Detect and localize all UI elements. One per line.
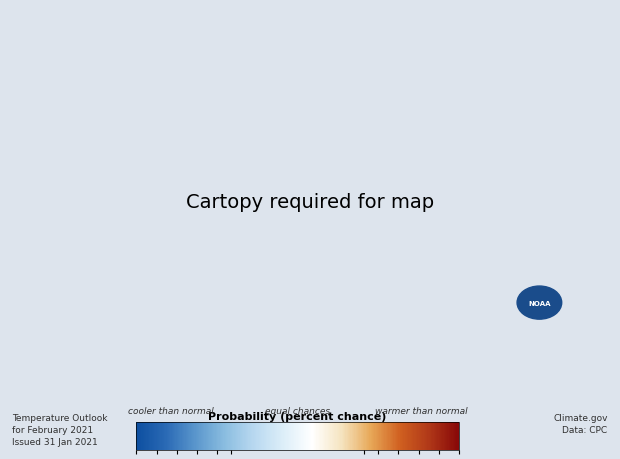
Text: NOAA: NOAA <box>528 300 551 306</box>
Text: Cartopy required for map: Cartopy required for map <box>186 192 434 212</box>
Text: Temperature Outlook
for February 2021
Issued 31 Jan 2021: Temperature Outlook for February 2021 Is… <box>12 413 108 446</box>
Text: warmer than normal: warmer than normal <box>375 406 468 415</box>
Circle shape <box>517 286 562 319</box>
Title: Probability (percent chance): Probability (percent chance) <box>208 412 387 421</box>
Text: cooler than normal: cooler than normal <box>128 406 213 415</box>
Text: Climate.gov
Data: CPC: Climate.gov Data: CPC <box>553 413 608 434</box>
Text: equal chances: equal chances <box>265 406 330 415</box>
